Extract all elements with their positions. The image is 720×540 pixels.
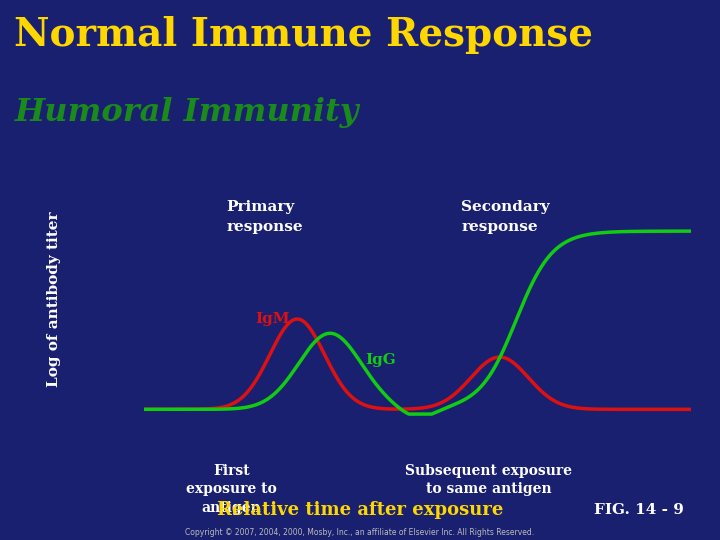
Text: Copyright © 2007, 2004, 2000, Mosby, Inc., an affiliate of Elsevier Inc. All Rig: Copyright © 2007, 2004, 2000, Mosby, Inc…: [186, 528, 534, 537]
Text: Humoral Immunity: Humoral Immunity: [14, 97, 359, 128]
Text: Primary
response: Primary response: [226, 200, 302, 234]
Text: FIG. 14 - 9: FIG. 14 - 9: [594, 503, 684, 517]
Text: IgM: IgM: [256, 312, 290, 326]
Text: Secondary
response: Secondary response: [462, 200, 550, 234]
Text: Log of antibody titer: Log of antibody titer: [47, 212, 61, 388]
Text: Relative time after exposure: Relative time after exposure: [217, 501, 503, 519]
Text: First
exposure to
antigen: First exposure to antigen: [186, 464, 277, 515]
Text: Subsequent exposure
to same antigen: Subsequent exposure to same antigen: [405, 464, 572, 496]
Text: IgG: IgG: [366, 353, 397, 367]
Text: Normal Immune Response: Normal Immune Response: [14, 16, 593, 54]
